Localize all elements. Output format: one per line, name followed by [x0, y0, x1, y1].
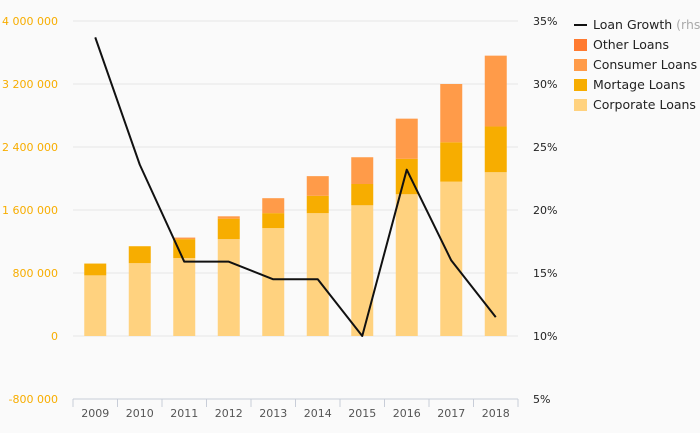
- y-left-tick-label: 3 200 000: [2, 78, 58, 91]
- bar-corporate-loans: [306, 213, 329, 336]
- y-left-tick-label: -800 000: [9, 393, 58, 406]
- y-right-tick-label: 15%: [533, 267, 557, 280]
- bar-mortage-loans: [484, 126, 507, 173]
- x-tick-label: 2009: [81, 407, 109, 420]
- bar-mortage-loans: [262, 213, 285, 229]
- bar-mortage-loans: [173, 239, 196, 259]
- legend-color-swatch: [574, 39, 587, 51]
- legend-color-swatch: [574, 59, 587, 71]
- legend: Loan Growth (rhs) Other Loans Consumer Loa…: [574, 17, 700, 112]
- legend-item: Other Loans: [574, 37, 669, 52]
- line-loan-growth: [94, 37, 497, 337]
- bar-corporate-loans: [262, 228, 285, 336]
- legend-label: Loan Growth (rhs): [593, 17, 700, 32]
- bar-mortage-loans: [395, 158, 418, 195]
- y-left-tick-label: 1 600 000: [2, 204, 58, 217]
- legend-color-swatch: [574, 99, 587, 111]
- x-tick-label: 2018: [482, 407, 510, 420]
- bar-consumer-loans: [395, 118, 418, 159]
- loan-growth-line: [94, 37, 497, 337]
- bar-series: [84, 55, 507, 336]
- legend-rhs-suffix: (rhs): [672, 17, 700, 32]
- y-left-tick-label: 2 400 000: [2, 141, 58, 154]
- legend-item: Loan Growth (rhs): [574, 17, 700, 32]
- x-tick-label: 2013: [259, 407, 287, 420]
- bar-mortage-loans: [351, 184, 374, 206]
- x-tick-label: 2011: [170, 407, 198, 420]
- legend-item: Consumer Loans: [574, 57, 697, 72]
- x-tick-label: 2017: [437, 407, 465, 420]
- legend-label: Consumer Loans: [593, 57, 697, 72]
- y-right-tick-label: 25%: [533, 141, 557, 154]
- x-tick-label: 2012: [215, 407, 243, 420]
- bar-corporate-loans: [351, 205, 374, 336]
- bar-mortage-loans: [306, 195, 329, 214]
- legend-label: Other Loans: [593, 37, 669, 52]
- bar-consumer-loans: [173, 237, 196, 240]
- bar-corporate-loans: [128, 263, 151, 336]
- legend-color-swatch: [574, 79, 587, 91]
- y-right-tick-label: 30%: [533, 78, 557, 91]
- axes: -800 000 0 800 000 1 600 000 2 400 000 3 200 …: [2, 15, 557, 420]
- bar-consumer-loans: [217, 216, 240, 219]
- x-tick-label: 2015: [348, 407, 376, 420]
- x-tick-label: 2010: [126, 407, 154, 420]
- bar-consumer-loans: [440, 84, 463, 143]
- y-left-tick-label: 4 000 000: [2, 15, 58, 28]
- x-tick-label: 2016: [393, 407, 421, 420]
- bar-mortage-loans: [440, 142, 463, 182]
- x-tick-label: 2014: [304, 407, 332, 420]
- y-right-tick-label: 10%: [533, 330, 557, 343]
- legend-item: Corporate Loans: [574, 97, 696, 112]
- bar-mortage-loans: [84, 263, 107, 276]
- bar-corporate-loans: [395, 194, 418, 336]
- bar-mortage-loans: [128, 246, 151, 264]
- y-right-tick-label: 35%: [533, 15, 557, 28]
- bar-consumer-loans: [351, 157, 374, 185]
- bar-corporate-loans: [84, 275, 107, 336]
- bar-mortage-loans: [217, 218, 240, 240]
- legend-label: Corporate Loans: [593, 97, 696, 112]
- bar-consumer-loans: [484, 55, 507, 127]
- bar-corporate-loans: [484, 172, 507, 336]
- y-right-tick-label: 20%: [533, 204, 557, 217]
- y-left-tick-label: 0: [51, 330, 58, 343]
- bar-consumer-loans: [262, 198, 285, 214]
- y-left-tick-label: 800 000: [13, 267, 59, 280]
- legend-item: Mortage Loans: [574, 77, 685, 92]
- bar-corporate-loans: [217, 239, 240, 336]
- y-right-tick-label: 5%: [533, 393, 550, 406]
- bar-corporate-loans: [173, 258, 196, 336]
- legend-label: Mortage Loans: [593, 77, 685, 92]
- bar-consumer-loans: [306, 176, 329, 196]
